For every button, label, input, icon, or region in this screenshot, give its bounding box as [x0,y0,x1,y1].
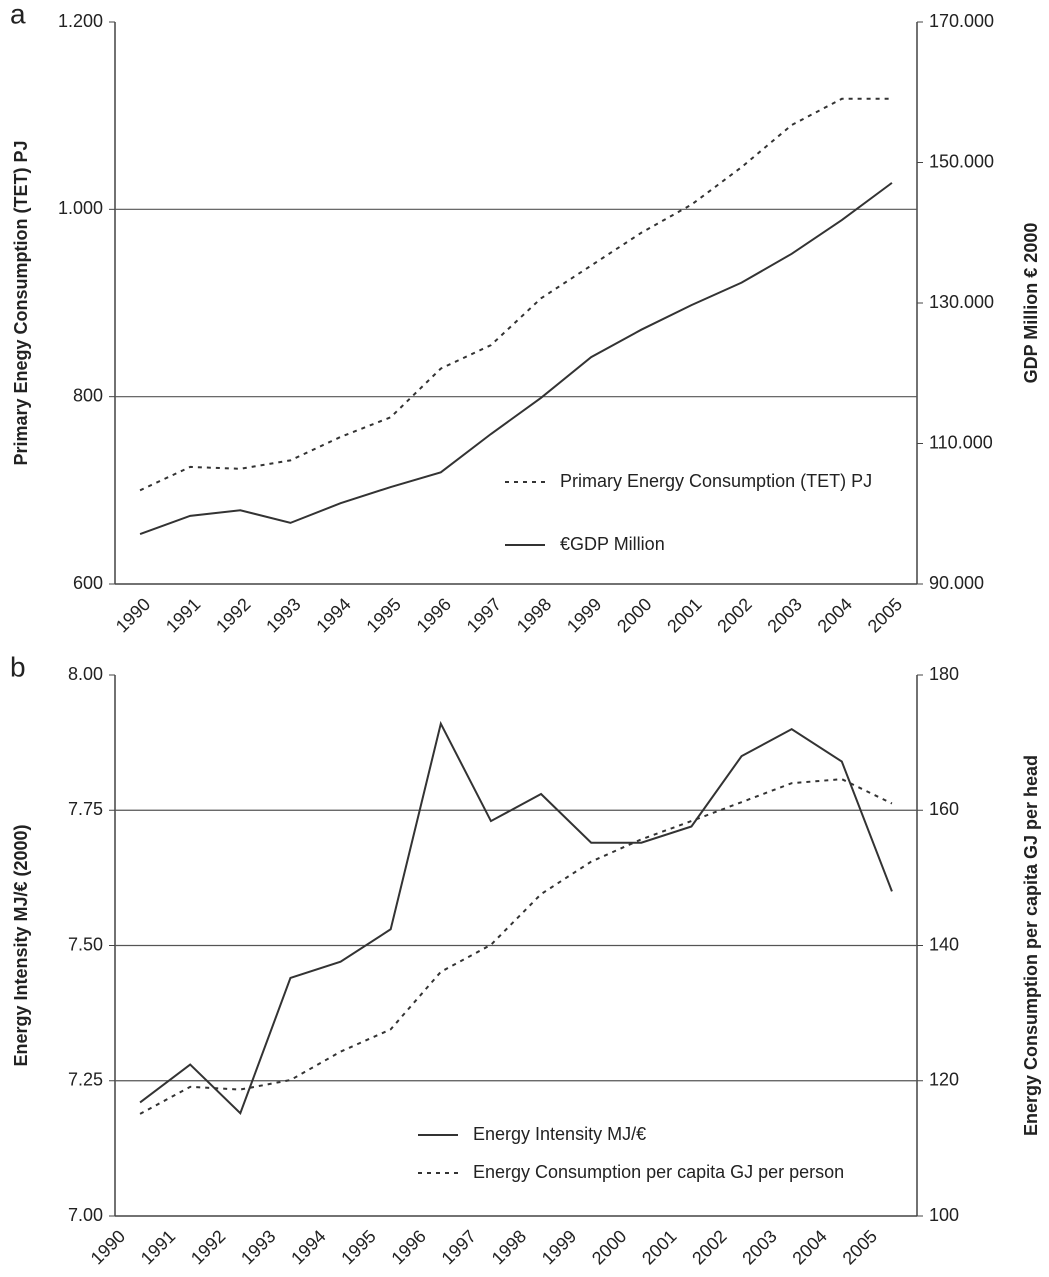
x-tick-label: 1997 [438,1226,480,1268]
y-tick-label: 1.200 [58,11,103,31]
y2-tick-label: 130.000 [929,292,994,312]
x-tick-label: 2005 [839,1226,881,1268]
x-tick-label: 1996 [387,1226,429,1268]
x-tick-label: 1995 [337,1226,379,1268]
x-tick-label: 1992 [212,594,254,636]
x-tick-label: 1991 [137,1226,179,1268]
y2-tick-label: 120 [929,1070,959,1090]
x-tick-label: 1994 [312,594,354,636]
x-tick-label: 1998 [488,1226,530,1268]
y-tick-label: 8.00 [68,664,103,684]
series-line [139,97,892,492]
y2-tick-label: 170.000 [929,11,994,31]
y2-tick-label: 180 [929,664,959,684]
x-tick-label: 2003 [738,1226,780,1268]
series-line [139,720,893,1115]
y2-tick-label: 140 [929,934,959,954]
y-tick-label: 800 [73,385,103,405]
y2-axis-title: Energy Consumption per capita GJ per hea… [1021,755,1041,1136]
y-tick-label: 7.25 [68,1070,103,1090]
y2-axis-title: GDP Million € 2000 [1021,223,1041,384]
x-tick-label: 1993 [262,594,304,636]
y-axis-title: Primary Enegy Consumption (TET) PJ [11,140,31,465]
x-tick-label: 2002 [713,594,755,636]
legend-label: Primary Energy Consumption (TET) PJ [560,471,872,491]
x-tick-label: 2005 [864,594,906,636]
x-tick-label: 1996 [413,594,455,636]
y2-tick-label: 90.000 [929,573,984,593]
y-tick-label: 7.00 [68,1205,103,1225]
x-tick-label: 1992 [187,1226,229,1268]
y2-tick-label: 110.000 [929,432,993,452]
x-tick-label: 2001 [663,594,705,636]
x-tick-label: 2001 [638,1226,680,1268]
legend-label: Energy Consumption per capita GJ per per… [473,1162,844,1182]
x-tick-label: 2004 [814,594,856,636]
panel-label: b [10,651,26,682]
x-tick-label: 1999 [563,594,605,636]
x-tick-label: 1995 [362,594,404,636]
y2-tick-label: 100 [929,1205,959,1225]
x-tick-label: 1999 [538,1226,580,1268]
legend-label: €GDP Million [560,534,665,554]
y-tick-label: 7.75 [68,799,103,819]
y2-tick-label: 160 [929,799,959,819]
x-tick-label: 1990 [87,1226,129,1268]
y-tick-label: 7.50 [68,934,103,954]
x-tick-label: 2002 [688,1226,730,1268]
x-tick-label: 2003 [763,594,805,636]
x-tick-label: 1991 [162,594,204,636]
x-tick-label: 1994 [287,1226,329,1268]
x-tick-label: 1997 [463,594,505,636]
x-tick-label: 1990 [112,594,154,636]
y-tick-label: 600 [73,573,103,593]
legend-label: Energy Intensity MJ/€ [473,1124,646,1144]
y2-tick-label: 150.000 [929,151,994,171]
x-tick-label: 2000 [588,1226,630,1268]
series-line [139,182,893,536]
y-tick-label: 1.000 [58,198,103,218]
x-tick-label: 1998 [513,594,555,636]
x-tick-label: 2004 [788,1226,830,1268]
series-line [139,778,893,1115]
y-axis-title: Energy Intensity MJ/€ (2000) [11,824,31,1066]
x-tick-label: 2000 [613,594,655,636]
panel-label: a [10,0,26,29]
x-tick-label: 1993 [237,1226,279,1268]
